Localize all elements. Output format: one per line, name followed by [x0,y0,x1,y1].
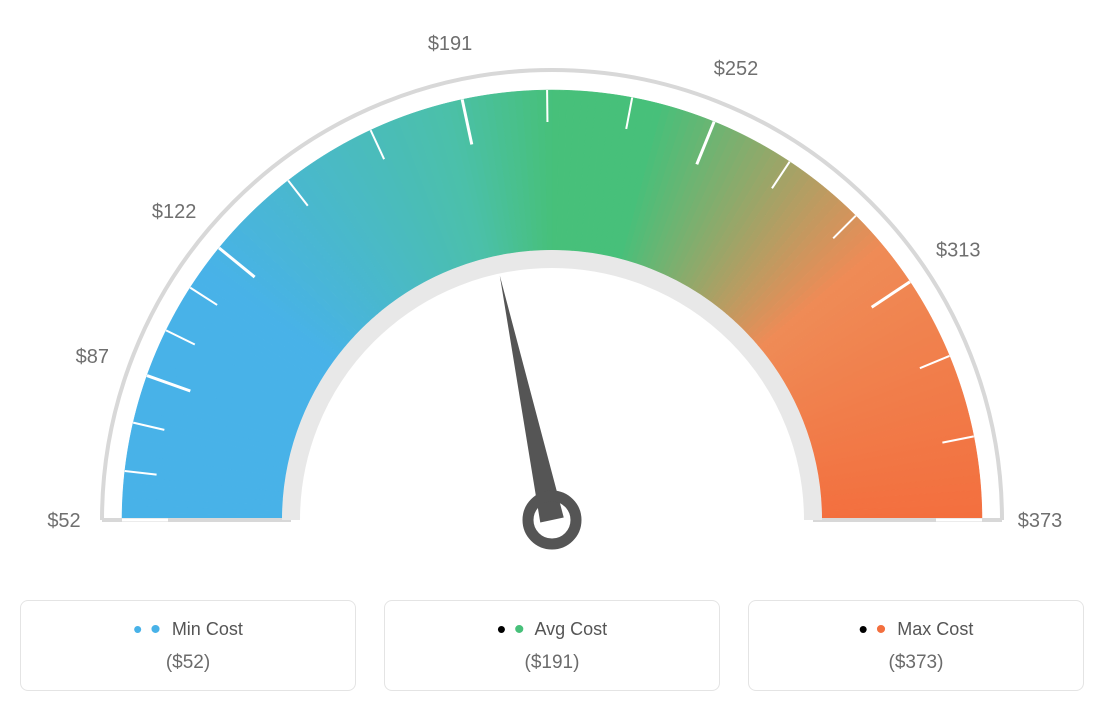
tick-label: $122 [152,201,197,223]
legend-avg-card: • Avg Cost ($191) [384,600,720,691]
legend-avg-value: ($191) [395,652,709,674]
legend-min-label: • Min Cost [31,619,345,640]
tick-label: $313 [936,240,981,262]
cost-gauge: $52 $87 $122 $191 $252 $313 $373 [20,20,1084,580]
gauge-needle [500,276,564,523]
tick-label: $252 [714,58,759,80]
tick-label: $87 [76,346,109,368]
tick-label: $191 [428,33,473,55]
legend-max-value: ($373) [759,652,1073,674]
legend-min-card: • Min Cost ($52) [20,600,356,691]
gauge-arc [122,90,982,520]
legend-max-card: • Max Cost ($373) [748,600,1084,691]
tick-label: $52 [47,510,80,532]
tick-label: $373 [1018,510,1063,532]
legend-max-label: • Max Cost [759,619,1073,640]
legend-row: • Min Cost ($52) • Avg Cost ($191) • Max… [20,600,1084,691]
legend-avg-label: • Avg Cost [395,619,709,640]
gauge-container: $52 $87 $122 $191 $252 $313 $373 [20,20,1084,580]
legend-min-value: ($52) [31,652,345,674]
